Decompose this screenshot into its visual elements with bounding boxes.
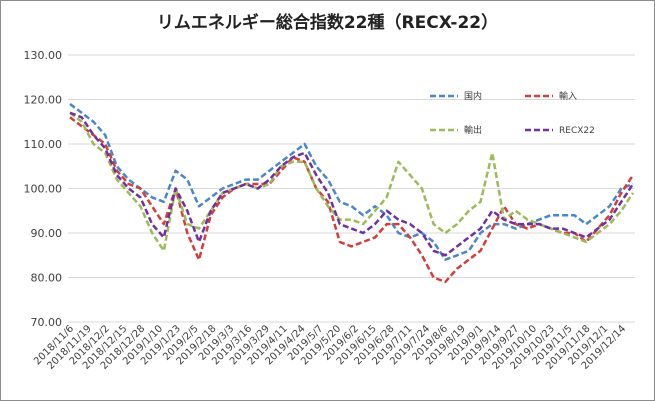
series-line <box>69 103 634 261</box>
series-line <box>69 111 635 257</box>
chart-title: リムエネルギー総合指数22種（RECX-22） <box>156 13 499 33</box>
grid-lines <box>68 54 635 323</box>
series-line <box>69 111 635 253</box>
y-tick-label: 120.00 <box>24 94 63 107</box>
x-tick-labels: 2018/11/62018/11/192018/12/22018/12/1520… <box>32 323 628 372</box>
legend-label: 国内 <box>464 90 482 102</box>
legend-label: 輸入 <box>559 90 577 102</box>
y-tick-label: 70.00 <box>31 316 63 329</box>
y-tick-labels: 70.00 80.00 90.00 100.00 110.00 120.00 130.00 <box>24 49 63 329</box>
y-tick-label: 80.00 <box>31 272 63 285</box>
series-lines <box>69 103 635 284</box>
legend-label: RECX22 <box>559 126 595 136</box>
y-tick-label: 130.00 <box>24 49 63 62</box>
y-tick-label: 110.00 <box>24 138 63 151</box>
y-tick-label: 100.00 <box>24 183 63 196</box>
y-tick-label: 90.00 <box>31 227 63 240</box>
legend-label: 輸出 <box>464 124 482 136</box>
